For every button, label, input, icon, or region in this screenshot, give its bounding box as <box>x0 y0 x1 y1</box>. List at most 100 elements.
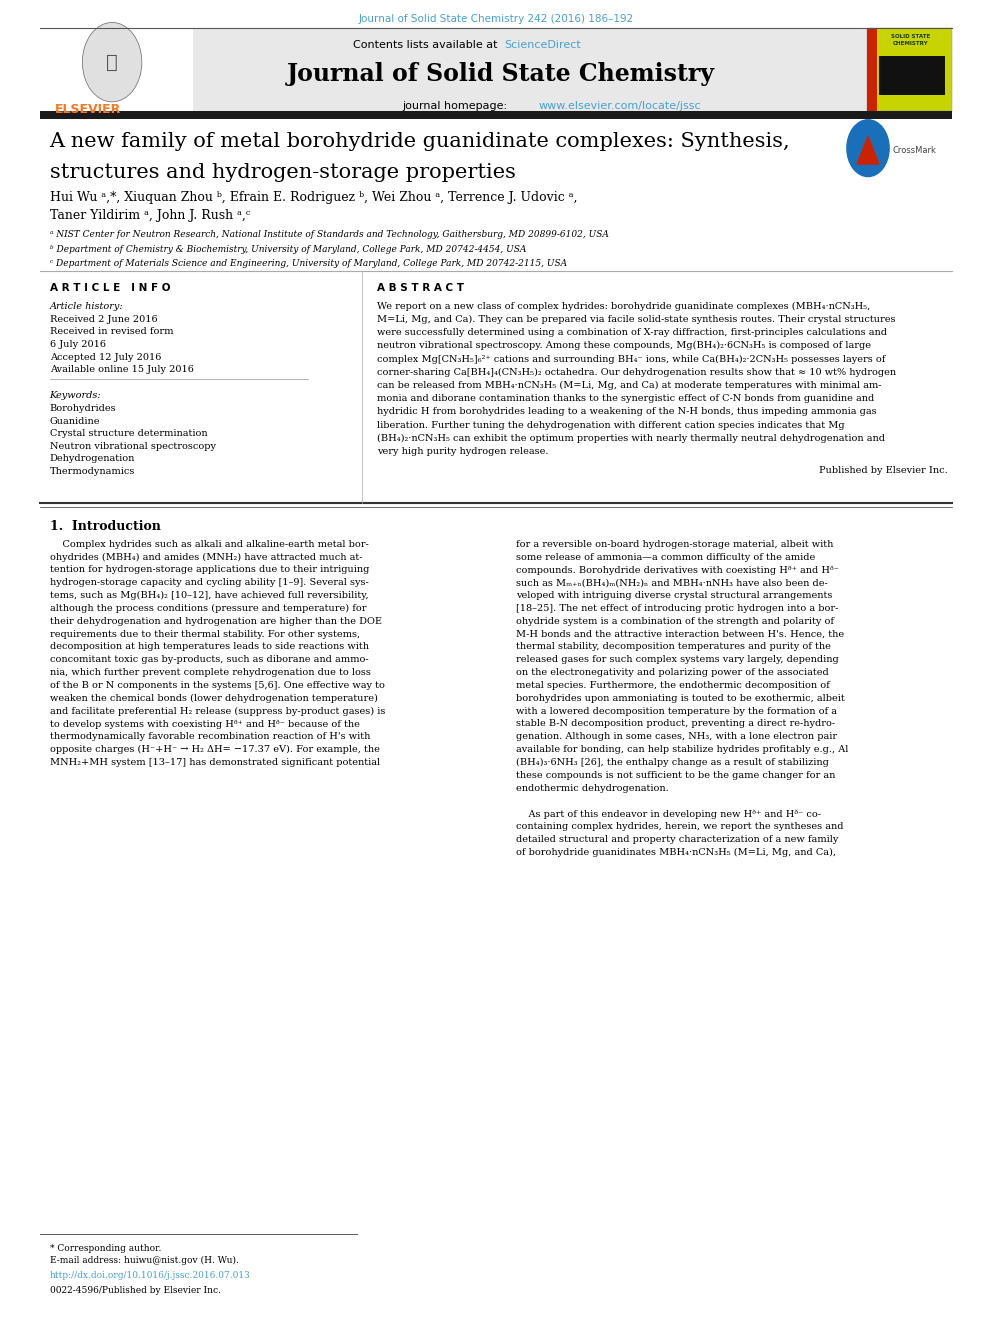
Text: Article history:: Article history: <box>50 302 123 311</box>
Text: some release of ammonia—a common difficulty of the amide: some release of ammonia—a common difficu… <box>516 553 815 562</box>
Text: borohydrides upon ammoniating is touted to be exothermic, albeit: borohydrides upon ammoniating is touted … <box>516 693 844 703</box>
Text: Crystal structure determination: Crystal structure determination <box>50 429 207 438</box>
Text: Journal of Solid State Chemistry: Journal of Solid State Chemistry <box>287 62 715 86</box>
Text: tems, such as Mg(BH₄)₂ [10–12], have achieved full reversibility,: tems, such as Mg(BH₄)₂ [10–12], have ach… <box>50 591 368 601</box>
Text: endothermic dehydrogenation.: endothermic dehydrogenation. <box>516 783 669 792</box>
Text: ᵃ NIST Center for Neutron Research, National Institute of Standards and Technolo: ᵃ NIST Center for Neutron Research, Nati… <box>50 230 608 239</box>
Text: 6 July 2016: 6 July 2016 <box>50 340 105 349</box>
Text: CrossMark: CrossMark <box>893 146 936 155</box>
Text: journal homepage:: journal homepage: <box>402 101 511 111</box>
Text: their dehydrogenation and hydrogenation are higher than the DOE: their dehydrogenation and hydrogenation … <box>50 617 382 626</box>
Text: were successfully determined using a combination of X-ray diffraction, first-pri: were successfully determined using a com… <box>377 328 887 337</box>
Text: metal species. Furthermore, the endothermic decomposition of: metal species. Furthermore, the endother… <box>516 681 829 691</box>
Text: SOLID STATE: SOLID STATE <box>891 34 930 40</box>
Text: Received 2 June 2016: Received 2 June 2016 <box>50 315 157 324</box>
Text: Hui Wu ᵃ,*, Xiuquan Zhou ᵇ, Efrain E. Rodriguez ᵇ, Wei Zhou ᵃ, Terrence J. Udovi: Hui Wu ᵃ,*, Xiuquan Zhou ᵇ, Efrain E. Ro… <box>50 191 577 204</box>
Text: Thermodynamics: Thermodynamics <box>50 467 135 476</box>
Text: ohydride system is a combination of the strength and polarity of: ohydride system is a combination of the … <box>516 617 834 626</box>
Text: http://dx.doi.org/10.1016/j.jssc.2016.07.013: http://dx.doi.org/10.1016/j.jssc.2016.07… <box>50 1271 250 1281</box>
Text: Borohydrides: Borohydrides <box>50 404 116 413</box>
Text: Taner Yildirim ᵃ, John J. Rush ᵃ,ᶜ: Taner Yildirim ᵃ, John J. Rush ᵃ,ᶜ <box>50 209 250 222</box>
Text: detailed structural and property characterization of a new family: detailed structural and property charact… <box>516 835 838 844</box>
Text: ᵇ Department of Chemistry & Biochemistry, University of Maryland, College Park, : ᵇ Department of Chemistry & Biochemistry… <box>50 245 526 254</box>
Text: Complex hydrides such as alkali and alkaline-earth metal bor-: Complex hydrides such as alkali and alka… <box>50 540 368 549</box>
Text: and facilitate preferential H₂ release (suppress by-product gases) is: and facilitate preferential H₂ release (… <box>50 706 385 716</box>
Text: for a reversible on-board hydrogen-storage material, albeit with: for a reversible on-board hydrogen-stora… <box>516 540 833 549</box>
Text: Accepted 12 July 2016: Accepted 12 July 2016 <box>50 352 161 361</box>
Text: tention for hydrogen-storage applications due to their intriguing: tention for hydrogen-storage application… <box>50 565 369 574</box>
Circle shape <box>82 22 142 102</box>
Text: opposite charges (H⁻+H⁻ → H₂ ΔH= −17.37 eV). For example, the: opposite charges (H⁻+H⁻ → H₂ ΔH= −17.37 … <box>50 745 380 754</box>
Text: E-mail address: huiwu@nist.gov (H. Wu).: E-mail address: huiwu@nist.gov (H. Wu). <box>50 1256 238 1265</box>
Text: M=Li, Mg, and Ca). They can be prepared via facile solid-state synthesis routes.: M=Li, Mg, and Ca). They can be prepared … <box>377 315 896 324</box>
Text: We report on a new class of complex hydrides: borohydride guanidinate complexes : We report on a new class of complex hydr… <box>377 302 870 311</box>
Text: M-H bonds and the attractive interaction between H's. Hence, the: M-H bonds and the attractive interaction… <box>516 630 844 639</box>
Circle shape <box>846 119 890 177</box>
Text: stable B-N decomposition product, preventing a direct re-hydro-: stable B-N decomposition product, preven… <box>516 720 835 729</box>
Text: compounds. Borohydride derivatives with coexisting Hᶞ⁺ and Hᶞ⁻: compounds. Borohydride derivatives with … <box>516 565 838 574</box>
Text: genation. Although in some cases, NH₃, with a lone electron pair: genation. Although in some cases, NH₃, w… <box>516 733 837 741</box>
Text: As part of this endeavor in developing new Hᶞ⁺ and Hᶞ⁻ co-: As part of this endeavor in developing n… <box>516 810 820 819</box>
Text: Neutron vibrational spectroscopy: Neutron vibrational spectroscopy <box>50 442 215 451</box>
Text: Keywords:: Keywords: <box>50 390 101 400</box>
Text: CHEMISTRY: CHEMISTRY <box>893 41 929 46</box>
Text: ᶜ Department of Materials Science and Engineering, University of Maryland, Colle: ᶜ Department of Materials Science and En… <box>50 259 566 269</box>
Text: (BH₄)₂·nCN₃H₅ can exhibit the optimum properties with nearly thermally neutral d: (BH₄)₂·nCN₃H₅ can exhibit the optimum pr… <box>377 434 885 443</box>
Text: very high purity hydrogen release.: very high purity hydrogen release. <box>377 447 549 456</box>
Bar <box>40 111 952 119</box>
Text: complex Mg[CN₃H₅]₆²⁺ cations and surrounding BH₄⁻ ions, while Ca(BH₄)₂·2CN₃H₅ po: complex Mg[CN₃H₅]₆²⁺ cations and surroun… <box>377 355 885 364</box>
Text: * Corresponding author.: * Corresponding author. <box>50 1244 161 1253</box>
Text: A B S T R A C T: A B S T R A C T <box>377 283 464 294</box>
Text: 1.  Introduction: 1. Introduction <box>50 520 161 533</box>
Text: 🌳: 🌳 <box>106 53 118 71</box>
Text: A R T I C L E   I N F O: A R T I C L E I N F O <box>50 283 170 294</box>
Text: Dehydrogenation: Dehydrogenation <box>50 454 135 463</box>
Text: containing complex hydrides, herein, we report the syntheses and: containing complex hydrides, herein, we … <box>516 822 843 831</box>
Text: released gases for such complex systems vary largely, depending: released gases for such complex systems … <box>516 655 838 664</box>
Text: to develop systems with coexisting Hᶞ⁺ and Hᶞ⁻ because of the: to develop systems with coexisting Hᶞ⁺ a… <box>50 720 359 729</box>
Text: Guanidine: Guanidine <box>50 417 100 426</box>
Text: although the process conditions (pressure and temperature) for: although the process conditions (pressur… <box>50 605 366 613</box>
Text: can be released from MBH₄·nCN₃H₅ (M=Li, Mg, and Ca) at moderate temperatures wit: can be released from MBH₄·nCN₃H₅ (M=Li, … <box>377 381 882 390</box>
Text: of borohydride guanidinates MBH₄·nCN₃H₅ (M=Li, Mg, and Ca),: of borohydride guanidinates MBH₄·nCN₃H₅ … <box>516 848 836 857</box>
Text: such as Mₘ₊ₙ(BH₄)ₘ(NH₂)ₙ and MBH₄·nNH₃ have also been de-: such as Mₘ₊ₙ(BH₄)ₘ(NH₂)ₙ and MBH₄·nNH₃ h… <box>516 578 827 587</box>
Text: veloped with intriguing diverse crystal structural arrangements: veloped with intriguing diverse crystal … <box>516 591 832 601</box>
Text: available for bonding, can help stabilize hydrides profitably e.g., Al: available for bonding, can help stabiliz… <box>516 745 848 754</box>
Text: these compounds is not sufficient to be the game changer for an: these compounds is not sufficient to be … <box>516 771 835 779</box>
Text: with a lowered decomposition temperature by the formation of a: with a lowered decomposition temperature… <box>516 706 837 716</box>
Text: nia, which further prevent complete rehydrogenation due to loss: nia, which further prevent complete rehy… <box>50 668 370 677</box>
Text: 0022-4596/Published by Elsevier Inc.: 0022-4596/Published by Elsevier Inc. <box>50 1286 220 1295</box>
Text: [18–25]. The net effect of introducing protic hydrogen into a bor-: [18–25]. The net effect of introducing p… <box>516 605 838 613</box>
Text: hydridic H from borohydrides leading to a weakening of the N-H bonds, thus imped: hydridic H from borohydrides leading to … <box>377 407 877 417</box>
Text: Published by Elsevier Inc.: Published by Elsevier Inc. <box>818 466 947 475</box>
Text: ohydrides (MBH₄) and amides (MNH₂) have attracted much at-: ohydrides (MBH₄) and amides (MNH₂) have … <box>50 553 362 562</box>
Text: Contents lists available at: Contents lists available at <box>353 40 501 50</box>
Text: thermal stability, decomposition temperatures and purity of the: thermal stability, decomposition tempera… <box>516 643 830 651</box>
Text: A new family of metal borohydride guanidinate complexes: Synthesis,: A new family of metal borohydride guanid… <box>50 132 791 151</box>
Text: ScienceDirect: ScienceDirect <box>504 40 580 50</box>
Text: concomitant toxic gas by-products, such as diborane and ammo-: concomitant toxic gas by-products, such … <box>50 655 368 664</box>
Text: of the B or N components in the systems [5,6]. One effective way to: of the B or N components in the systems … <box>50 681 385 691</box>
Text: weaken the chemical bonds (lower dehydrogenation temperature): weaken the chemical bonds (lower dehydro… <box>50 693 378 703</box>
Text: on the electronegativity and polarizing power of the associated: on the electronegativity and polarizing … <box>516 668 828 677</box>
Bar <box>879 56 945 95</box>
Text: liberation. Further tuning the dehydrogenation with different cation species ind: liberation. Further tuning the dehydroge… <box>377 421 844 430</box>
Text: Journal of Solid State Chemistry 242 (2016) 186–192: Journal of Solid State Chemistry 242 (20… <box>358 13 634 24</box>
Bar <box>867 28 877 111</box>
Text: MNH₂+MH system [13–17] has demonstrated significant potential: MNH₂+MH system [13–17] has demonstrated … <box>50 758 380 767</box>
Polygon shape <box>857 136 879 164</box>
Bar <box>40 28 193 111</box>
Bar <box>867 28 952 111</box>
Text: www.elsevier.com/locate/jssc: www.elsevier.com/locate/jssc <box>539 101 701 111</box>
Bar <box>40 28 952 111</box>
Text: Available online 15 July 2016: Available online 15 July 2016 <box>50 365 193 374</box>
Text: thermodynamically favorable recombination reaction of H's with: thermodynamically favorable recombinatio… <box>50 733 370 741</box>
Text: structures and hydrogen-storage properties: structures and hydrogen-storage properti… <box>50 163 516 181</box>
Text: hydrogen-storage capacity and cycling ability [1–9]. Several sys-: hydrogen-storage capacity and cycling ab… <box>50 578 368 587</box>
Text: requirements due to their thermal stability. For other systems,: requirements due to their thermal stabil… <box>50 630 360 639</box>
Text: Received in revised form: Received in revised form <box>50 327 173 336</box>
Text: monia and diborane contamination thanks to the synergistic effect of C-N bonds f: monia and diborane contamination thanks … <box>377 394 874 404</box>
Text: corner-sharing Ca[BH₄]₄(CN₃H₅)₂ octahedra. Our dehydrogenation results show that: corner-sharing Ca[BH₄]₄(CN₃H₅)₂ octahedr… <box>377 368 896 377</box>
Text: decomposition at high temperatures leads to side reactions with: decomposition at high temperatures leads… <box>50 643 369 651</box>
Text: ELSEVIER: ELSEVIER <box>55 103 121 116</box>
